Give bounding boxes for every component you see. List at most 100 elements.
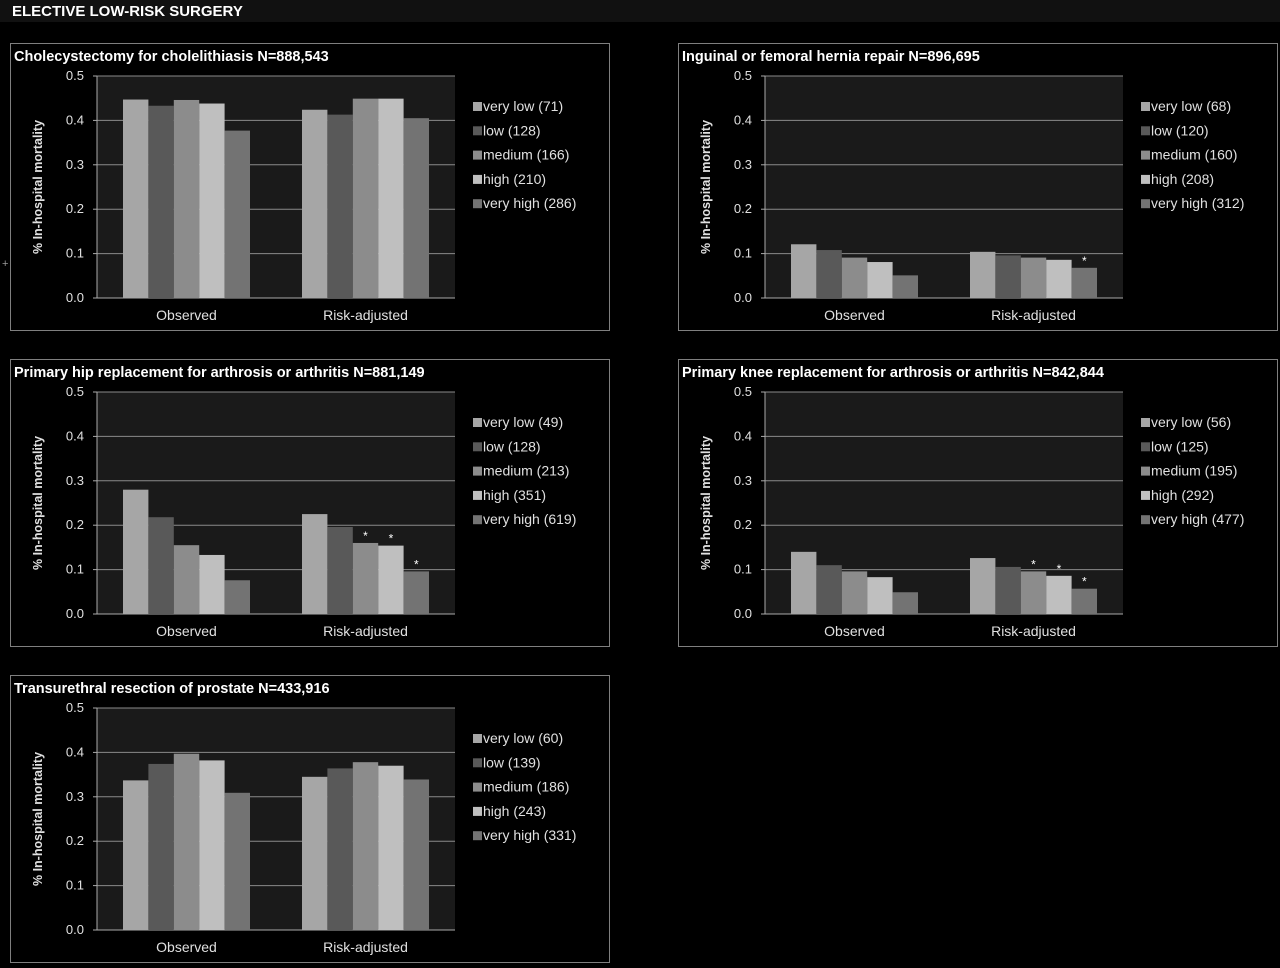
y-tick-label: 0.4: [66, 112, 84, 127]
legend-swatch: [473, 758, 482, 768]
y-tick-label: 0.1: [66, 562, 84, 577]
bar: [148, 105, 174, 298]
x-tick-label: Observed: [156, 623, 217, 639]
significance-mark: *: [363, 529, 368, 543]
bar: [327, 114, 353, 299]
y-tick-label: 0.3: [734, 473, 752, 488]
bar: [892, 275, 918, 298]
x-tick-label: Risk-adjusted: [323, 307, 408, 323]
bar: [1046, 259, 1072, 298]
y-tick-label: 0.4: [734, 112, 752, 127]
y-tick-label: 0.0: [734, 290, 752, 305]
bar: [199, 760, 225, 930]
bar: [123, 780, 149, 930]
y-tick-label: 0.2: [66, 833, 84, 848]
chart-svg-knee-replacement: Primary knee replacement for arthrosis o…: [682, 365, 1244, 639]
bar: [224, 130, 250, 298]
y-tick-label: 0.5: [66, 384, 84, 399]
bar: [123, 489, 149, 614]
bar: [970, 558, 996, 614]
y-tick-label: 0.0: [66, 606, 84, 621]
legend-swatch: [1141, 466, 1150, 476]
y-axis-label: % In-hospital mortality: [31, 120, 45, 254]
legend-swatch: [473, 418, 482, 427]
chart-panel-hip-replacement: Primary hip replacement for arthrosis or…: [10, 359, 610, 647]
y-tick-label: 0.1: [66, 246, 84, 261]
legend-swatch: [473, 126, 482, 136]
legend-label: very low (49): [483, 414, 563, 430]
x-tick-label: Observed: [824, 307, 885, 323]
legend-label: medium (195): [1151, 463, 1237, 479]
legend-label: very low (60): [483, 730, 563, 746]
legend-swatch: [1141, 102, 1150, 111]
legend-label: low (125): [1151, 438, 1209, 454]
legend-label: low (120): [1151, 122, 1209, 138]
y-tick-label: 0.5: [66, 700, 84, 715]
legend-label: medium (160): [1151, 147, 1237, 163]
legend-swatch: [1141, 418, 1150, 427]
legend-swatch: [1141, 442, 1150, 452]
bar: [302, 514, 328, 614]
legend-label: very high (286): [483, 195, 576, 211]
y-tick-label: 0.5: [734, 68, 752, 83]
bar: [378, 545, 404, 614]
bar: [791, 244, 817, 298]
bar: [403, 571, 429, 614]
significance-mark: *: [1057, 562, 1062, 576]
bar: [867, 262, 893, 298]
legend-swatch: [473, 466, 482, 476]
legend-swatch: [473, 199, 482, 209]
chart-svg-prostate-resection: Transurethral resection of prostate N=43…: [14, 681, 576, 955]
y-tick-label: 0.2: [66, 517, 84, 532]
bar: [791, 551, 817, 614]
significance-mark: *: [389, 532, 394, 546]
legend-label: medium (186): [483, 779, 569, 795]
y-tick-label: 0.4: [66, 428, 84, 443]
legend-swatch: [473, 782, 482, 792]
legend-swatch: [473, 515, 482, 525]
bar: [302, 109, 328, 298]
y-tick-label: 0.1: [734, 562, 752, 577]
bar: [327, 526, 353, 614]
legend-swatch: [473, 734, 482, 743]
chart-panel-hernia-repair: Inguinal or femoral hernia repair N=896,…: [678, 43, 1278, 331]
bar: [841, 257, 868, 298]
legend-swatch: [1141, 174, 1150, 184]
y-tick-label: 0.3: [66, 157, 84, 172]
y-axis-label: % In-hospital mortality: [31, 752, 45, 886]
legend-label: high (292): [1151, 487, 1214, 503]
y-axis-label: % In-hospital mortality: [699, 436, 713, 570]
significance-mark: *: [1082, 254, 1087, 268]
bar: [352, 542, 379, 614]
legend-label: very high (477): [1151, 511, 1244, 527]
legend-label: very low (56): [1151, 414, 1231, 430]
chart-title: Transurethral resection of prostate N=43…: [14, 681, 330, 697]
bar: [1071, 588, 1097, 614]
bar: [1046, 575, 1072, 614]
x-tick-label: Observed: [156, 307, 217, 323]
legend-label: low (128): [483, 438, 541, 454]
bar: [148, 517, 174, 614]
page-title: ELECTIVE LOW-RISK SURGERY: [0, 0, 1280, 22]
significance-mark: *: [1082, 575, 1087, 589]
y-tick-label: 0.2: [734, 517, 752, 532]
legend-swatch: [473, 102, 482, 111]
legend-swatch: [1141, 199, 1150, 209]
bar: [173, 753, 200, 930]
bar: [199, 554, 225, 614]
bar: [224, 792, 250, 930]
bar: [173, 99, 200, 298]
x-tick-label: Risk-adjusted: [991, 623, 1076, 639]
x-tick-label: Risk-adjusted: [323, 623, 408, 639]
legend-swatch: [1141, 490, 1150, 500]
legend-swatch: [473, 490, 482, 500]
bar: [148, 763, 174, 930]
legend-label: very high (331): [483, 827, 576, 843]
chart-svg-cholecystectomy: Cholecystectomy for cholelithiasis N=888…: [14, 49, 576, 323]
x-tick-label: Observed: [156, 939, 217, 955]
bar: [867, 577, 893, 614]
y-tick-label: 0.1: [66, 878, 84, 893]
legend-swatch: [473, 150, 482, 160]
legend-swatch: [473, 442, 482, 452]
significance-mark: *: [1031, 557, 1036, 571]
